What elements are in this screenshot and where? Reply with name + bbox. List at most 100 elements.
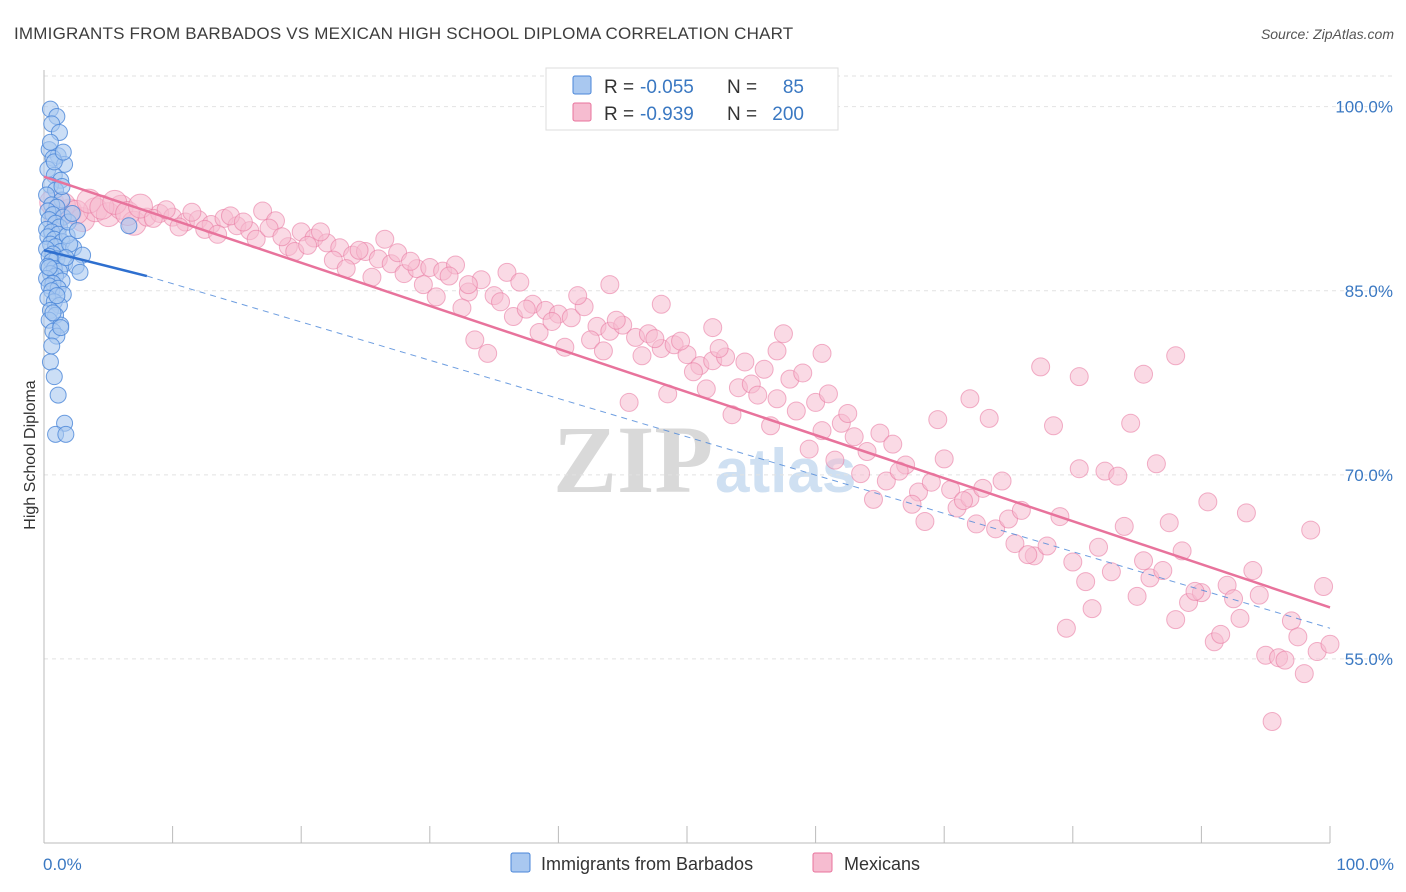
point-mexicans-134 [478, 343, 498, 363]
point-mexicans-56 [767, 389, 787, 409]
point-mexicans-168 [915, 511, 935, 531]
point-mexicans-55 [754, 359, 774, 379]
point-barbados-60 [41, 353, 59, 371]
point-mexicans-172 [966, 514, 986, 534]
point-mexicans-159 [799, 439, 819, 459]
point-mexicans-202 [1069, 367, 1089, 387]
trend-mexicans [43, 175, 1331, 609]
point-mexicans-198 [1301, 520, 1321, 540]
point-barbados-73 [120, 217, 138, 235]
point-mexicans-193 [1236, 503, 1256, 523]
series-legend-label-mexicans: Mexicans [844, 854, 920, 874]
point-mexicans-173 [979, 408, 999, 428]
point-mexicans-195 [1262, 712, 1282, 732]
legend-n-label-barbados: N = [727, 77, 757, 98]
point-mexicans-79 [1063, 552, 1083, 572]
point-mexicans-163 [851, 464, 871, 484]
point-mexicans-149 [671, 331, 691, 351]
point-barbados-61 [45, 368, 63, 386]
point-mexicans-115 [233, 212, 253, 232]
point-mexicans-143 [593, 341, 613, 361]
point-mexicans-206 [458, 275, 478, 295]
point-mexicans-69 [934, 449, 954, 469]
point-mexicans-208 [600, 275, 620, 295]
point-mexicans-209 [703, 318, 723, 338]
point-mexicans-62 [844, 427, 864, 447]
point-mexicans-87 [1166, 610, 1186, 630]
point-mexicans-141 [568, 286, 588, 306]
watermark-zip: ZIP [553, 406, 713, 513]
point-mexicans-142 [581, 330, 601, 350]
point-mexicans-128 [401, 251, 421, 271]
point-mexicans-146 [632, 346, 652, 366]
point-mexicans-84 [1127, 586, 1147, 606]
legend-swatch-mexicans [572, 102, 592, 122]
point-mexicans-130 [426, 287, 446, 307]
legend-swatch-barbados [572, 75, 592, 95]
point-mexicans-35 [497, 262, 517, 282]
point-mexicans-183 [1108, 466, 1128, 486]
point-mexicans-179 [1056, 618, 1076, 638]
point-mexicans-93 [1243, 561, 1263, 581]
point-mexicans-197 [1288, 627, 1308, 647]
point-mexicans-144 [606, 310, 626, 330]
point-mexicans-171 [953, 491, 973, 511]
point-mexicans-97 [1294, 664, 1314, 684]
point-mexicans-186 [1146, 454, 1166, 474]
point-mexicans-187 [1159, 513, 1179, 533]
series-barbados [38, 100, 138, 443]
point-mexicans-185 [1134, 551, 1154, 571]
point-mexicans-40 [561, 308, 581, 328]
point-mexicans-64 [870, 423, 890, 443]
point-barbados-77 [54, 143, 72, 161]
watermark: ZIP atlas [553, 406, 856, 513]
point-mexicans-205 [767, 341, 787, 361]
point-mexicans-194 [1249, 585, 1269, 605]
point-mexicans-135 [491, 292, 511, 312]
point-mexicans-36 [510, 272, 530, 292]
legend-n-value-mexicans: 200 [772, 104, 804, 125]
point-mexicans-157 [773, 324, 793, 344]
x-tick-label-left: 0.0% [43, 855, 82, 874]
point-mexicans-164 [863, 489, 883, 509]
point-mexicans-203 [960, 389, 980, 409]
point-mexicans-177 [1031, 357, 1051, 377]
point-mexicans-121 [310, 222, 330, 242]
point-mexicans-196 [1275, 650, 1295, 670]
y-tick-label-0: 100.0% [1335, 98, 1393, 117]
point-mexicans-201 [1134, 364, 1154, 384]
point-mexicans-126 [375, 229, 395, 249]
point-mexicans-162 [838, 403, 858, 423]
point-mexicans-86 [1153, 561, 1173, 581]
point-mexicans-155 [748, 385, 768, 405]
point-mexicans-83 [1114, 516, 1134, 536]
point-mexicans-65 [883, 434, 903, 454]
y-tick-label-2: 70.0% [1345, 466, 1393, 485]
point-mexicans-137 [516, 299, 536, 319]
point-mexicans-158 [786, 401, 806, 421]
point-mexicans-152 [709, 338, 729, 358]
point-barbados-59 [43, 337, 61, 355]
point-barbados-83 [44, 304, 62, 322]
point-mexicans-16 [253, 201, 273, 221]
point-mexicans-139 [542, 311, 562, 331]
point-mexicans-191 [1211, 624, 1231, 644]
trend-barbados [43, 249, 148, 278]
point-mexicans-200 [1166, 346, 1186, 366]
chart-title: IMMIGRANTS FROM BARBADOS VS MEXICAN HIGH… [14, 24, 793, 43]
point-mexicans-207 [651, 294, 671, 314]
watermark-atlas: atlas [715, 437, 856, 506]
point-mexicans-167 [902, 494, 922, 514]
y-tick-label-3: 55.0% [1345, 650, 1393, 669]
legend-r-value-mexicans: -0.939 [640, 104, 694, 125]
trend-barbados-extended [146, 275, 1331, 629]
legend-r-label-mexicans: R = [604, 104, 634, 125]
point-mexicans-189 [1185, 581, 1205, 601]
point-barbados-79 [68, 222, 86, 240]
point-mexicans-77 [1037, 536, 1057, 556]
point-mexicans-80 [1076, 572, 1096, 592]
point-mexicans-190 [1198, 492, 1218, 512]
point-mexicans-184 [1121, 413, 1141, 433]
point-mexicans-192 [1224, 589, 1244, 609]
legend-r-value-barbados: -0.055 [640, 77, 694, 98]
